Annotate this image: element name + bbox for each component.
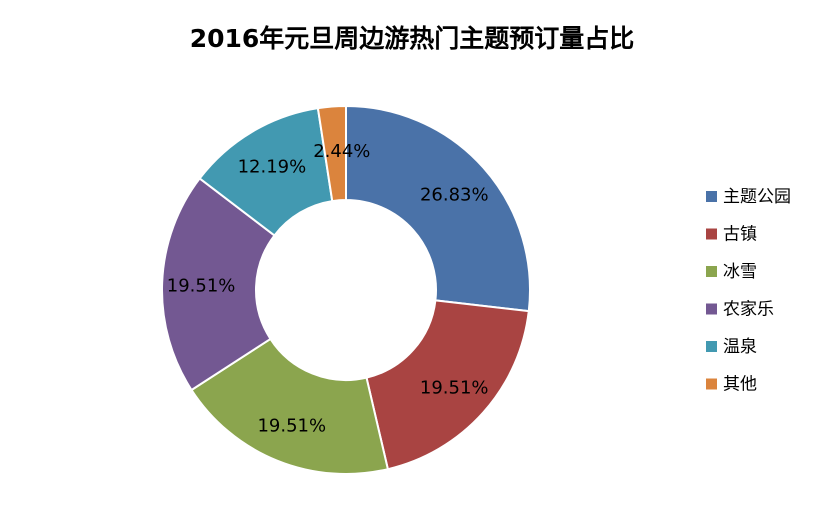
- slice-label-6: 2.44%: [313, 141, 370, 162]
- legend-label-4: 农家乐: [723, 300, 774, 320]
- legend-swatch-1: [706, 191, 717, 202]
- legend-label-2: 古镇: [723, 225, 757, 245]
- legend-label-5: 温泉: [723, 337, 757, 357]
- legend-label-1: 主题公园: [723, 187, 791, 207]
- slice-label-5: 12.19%: [238, 156, 307, 177]
- slice-3: [190, 337, 390, 475]
- slice-6: [316, 104, 347, 203]
- legend-swatch-5: [706, 341, 717, 352]
- legend-swatch-4: [706, 303, 717, 315]
- slice-label-1: 26.83%: [420, 185, 489, 206]
- slice-label-4: 19.51%: [167, 275, 236, 296]
- legend-swatch-6: [706, 378, 717, 390]
- legend-label-6: 其他: [723, 375, 757, 395]
- legend-swatch-3: [706, 266, 717, 277]
- legend-swatch-2: [706, 228, 717, 240]
- slice-2: [365, 299, 530, 471]
- slice-label-2: 19.51%: [420, 377, 489, 398]
- slice-4: [161, 177, 276, 392]
- slice-1: [345, 104, 531, 313]
- donut-slices: [161, 104, 531, 475]
- slice-label-3: 19.51%: [257, 415, 326, 436]
- legend-label-3: 冰雪: [723, 262, 757, 282]
- chart-title: 2016年元旦周边游热门主题预订量占比: [190, 24, 635, 53]
- slice-labels: 26.83% 19.51% 19.51% 19.51% 12.19% 2.44%: [167, 141, 489, 436]
